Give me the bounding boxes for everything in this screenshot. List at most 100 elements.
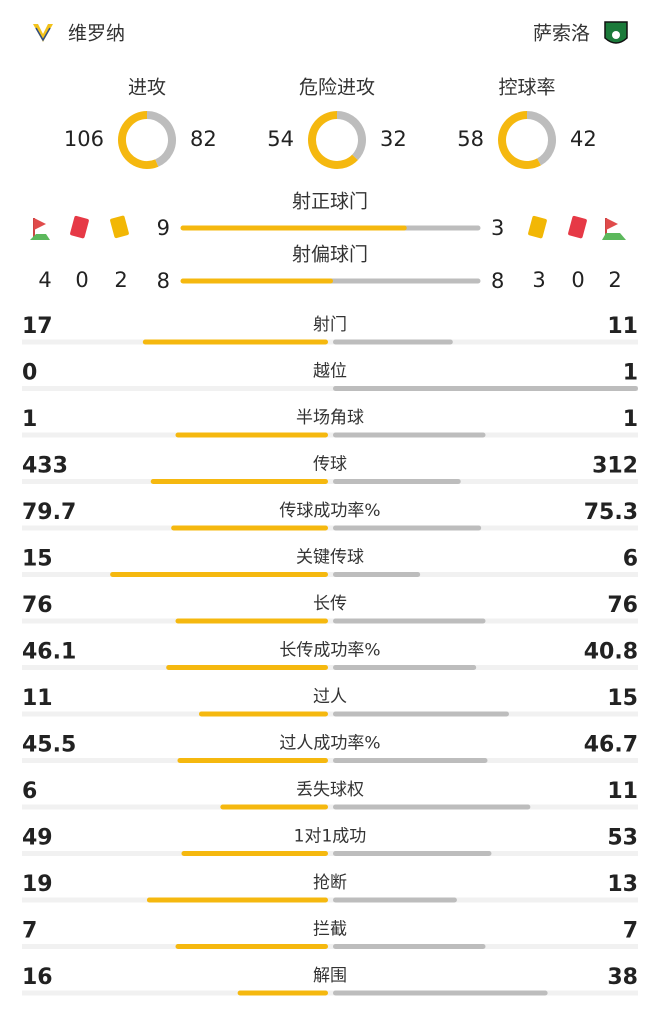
away-bar bbox=[333, 386, 638, 391]
home-value: 0 bbox=[22, 361, 37, 386]
home-value: 15 bbox=[22, 547, 53, 572]
stat-label: 关键传球 bbox=[296, 548, 364, 568]
stat-label: 丢失球权 bbox=[296, 780, 364, 800]
away-bar bbox=[333, 990, 548, 996]
donut-away bbox=[146, 111, 176, 167]
donut-home bbox=[308, 111, 358, 169]
summary-label: 控球率 bbox=[498, 77, 555, 99]
away-value: 13 bbox=[607, 872, 638, 897]
away-bar bbox=[333, 851, 492, 856]
away-bar bbox=[333, 665, 477, 670]
donut-home bbox=[498, 111, 541, 169]
home-logo bbox=[33, 24, 53, 42]
donut-away bbox=[336, 111, 366, 161]
home-bar bbox=[220, 804, 328, 810]
stat-label: 长传成功率% bbox=[279, 641, 380, 661]
home-bar bbox=[166, 665, 328, 670]
away-value: 38 bbox=[607, 965, 638, 990]
shot-label: 射偏球门 bbox=[292, 244, 368, 266]
away-value: 312 bbox=[592, 454, 638, 479]
home-shots: 9 bbox=[157, 216, 170, 240]
stat-label: 过人 bbox=[313, 687, 347, 707]
home-yellow-icon bbox=[110, 215, 129, 239]
stat-label: 长传 bbox=[313, 594, 347, 614]
home-yellow-cards: 2 bbox=[114, 268, 127, 292]
home-value: 6 bbox=[22, 779, 37, 804]
away-red-cards: 0 bbox=[571, 268, 584, 292]
donut-home bbox=[118, 111, 159, 169]
summary-label: 危险进攻 bbox=[299, 77, 375, 99]
home-value: 16 bbox=[22, 965, 53, 990]
home-value: 17 bbox=[22, 314, 53, 339]
home-summary: 58 bbox=[457, 127, 484, 151]
away-bar bbox=[333, 339, 453, 345]
stat-label: 1对1成功 bbox=[294, 827, 367, 847]
away-bar bbox=[333, 525, 482, 531]
away-value: 76 bbox=[607, 593, 638, 618]
home-team: 维罗纳 bbox=[68, 23, 125, 45]
home-bar bbox=[198, 711, 328, 717]
home-bar bbox=[110, 572, 329, 577]
stat-label: 解围 bbox=[313, 966, 347, 986]
home-corners: 4 bbox=[38, 268, 51, 292]
home-bar bbox=[175, 944, 328, 949]
away-shots: 8 bbox=[491, 269, 504, 293]
away-bar bbox=[333, 618, 486, 624]
away-value: 46.7 bbox=[584, 733, 638, 758]
away-value: 40.8 bbox=[584, 640, 638, 665]
home-bar bbox=[175, 618, 328, 624]
away-value: 11 bbox=[607, 314, 638, 339]
away-value: 53 bbox=[607, 826, 638, 851]
home-summary: 106 bbox=[64, 127, 104, 151]
home-bar bbox=[142, 339, 328, 345]
home-red-icon bbox=[70, 215, 89, 239]
stat-label: 传球 bbox=[313, 455, 347, 475]
home-corner-icon bbox=[30, 218, 50, 240]
home-value: 76 bbox=[22, 593, 53, 618]
away-corner-icon bbox=[602, 218, 626, 240]
stat-label: 抢断 bbox=[313, 873, 347, 893]
home-bar bbox=[146, 897, 328, 903]
summary-label: 进攻 bbox=[128, 77, 166, 99]
away-bar bbox=[333, 572, 421, 577]
donut-away bbox=[526, 111, 556, 166]
away-value: 15 bbox=[607, 686, 638, 711]
away-value: 7 bbox=[623, 919, 638, 944]
home-summary: 54 bbox=[267, 127, 294, 151]
home-bar bbox=[177, 758, 328, 763]
home-value: 11 bbox=[22, 686, 53, 711]
away-logo bbox=[604, 21, 628, 44]
away-value: 6 bbox=[623, 547, 638, 572]
away-bar bbox=[333, 758, 488, 763]
away-value: 11 bbox=[607, 779, 638, 804]
shot-label: 射正球门 bbox=[292, 191, 368, 213]
home-value: 1 bbox=[22, 407, 37, 432]
away-yellow-icon bbox=[528, 215, 547, 239]
away-team: 萨索洛 bbox=[533, 23, 590, 45]
stat-label: 拦截 bbox=[313, 920, 347, 940]
away-red-icon bbox=[568, 215, 587, 239]
home-value: 7 bbox=[22, 919, 37, 944]
away-summary: 32 bbox=[380, 127, 407, 151]
home-bar bbox=[150, 479, 328, 484]
away-bar bbox=[333, 479, 461, 484]
away-bar bbox=[333, 804, 531, 810]
away-value: 75.3 bbox=[584, 500, 638, 525]
stat-label: 过人成功率% bbox=[279, 734, 380, 754]
home-value: 19 bbox=[22, 872, 53, 897]
away-bar bbox=[333, 432, 486, 438]
stat-label: 半场角球 bbox=[296, 408, 364, 428]
home-bar bbox=[171, 525, 328, 531]
home-bar bbox=[237, 990, 328, 996]
away-bar bbox=[333, 711, 509, 717]
away-shots: 3 bbox=[491, 216, 504, 240]
away-value: 1 bbox=[623, 407, 638, 432]
home-value: 49 bbox=[22, 826, 53, 851]
away-summary: 42 bbox=[570, 127, 597, 151]
home-value: 45.5 bbox=[22, 733, 76, 758]
away-value: 1 bbox=[623, 361, 638, 386]
home-value: 79.7 bbox=[22, 500, 76, 525]
stat-label: 传球成功率% bbox=[279, 501, 380, 521]
home-value: 433 bbox=[22, 454, 68, 479]
home-value: 46.1 bbox=[22, 640, 76, 665]
